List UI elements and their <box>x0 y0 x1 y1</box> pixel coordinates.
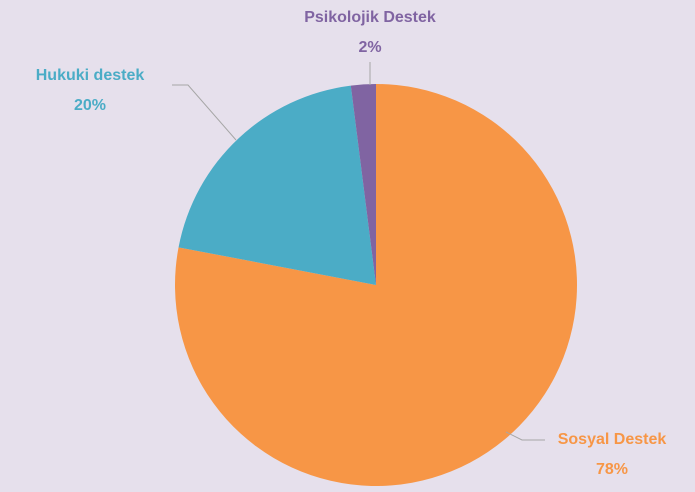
slice-value-label: 2% <box>358 39 381 56</box>
pie-slice <box>178 85 376 285</box>
slice-value-label: 78% <box>596 461 628 478</box>
slice-label: Hukuki destek <box>36 67 145 84</box>
leader-line <box>505 431 545 441</box>
slice-label: Sosyal Destek <box>558 431 667 448</box>
slice-value-label: 20% <box>74 97 106 114</box>
pie-slice <box>350 84 376 285</box>
slice-label: Psikolojik Destek <box>304 9 436 26</box>
leader-line <box>172 84 237 141</box>
